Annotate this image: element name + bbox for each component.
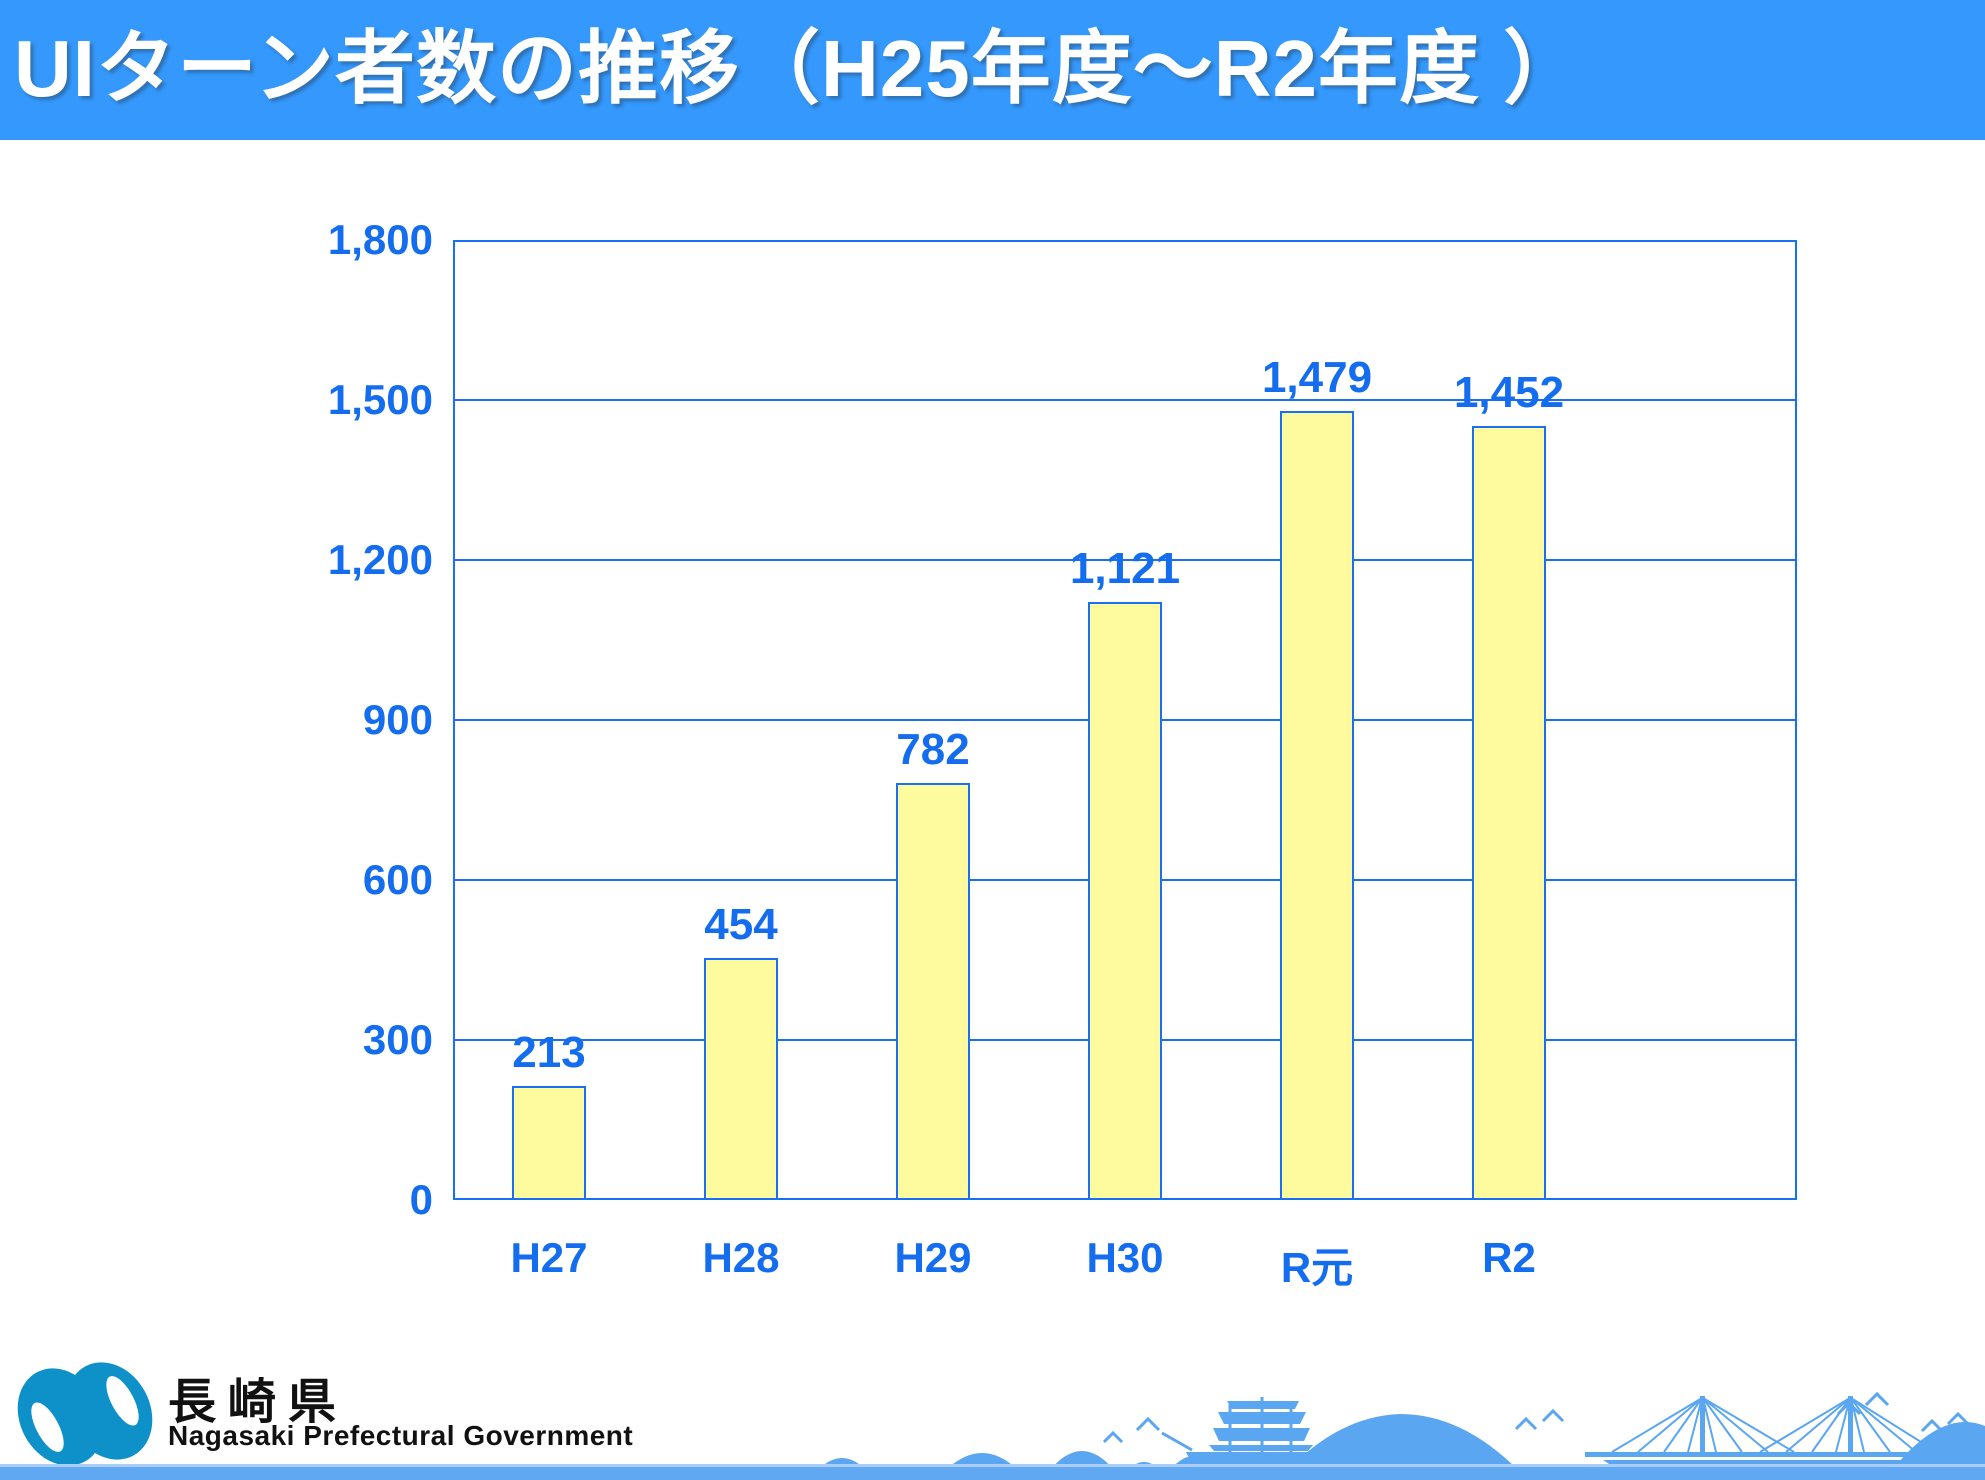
page-title: UIターン者数の推移（H25年度～R2年度 ） [14,24,1585,113]
x-axis-label-H29: H29 [894,1234,972,1281]
logo-text-english: Nagasaki Prefectural Government [168,1420,634,1451]
bar-H29 [896,782,970,1200]
title-bar: UIターン者数の推移（H25年度～R2年度 ） [0,0,1985,140]
coastline-ship-bridge-illustration [818,1391,1985,1472]
y-axis-label-0: 0 [409,1176,433,1223]
x-axis-label-H27: H27 [510,1234,588,1281]
bottom-accent-strip [0,1464,1985,1480]
y-axis-label-1800: 1,800 [327,216,433,263]
x-axis-label-H30: H30 [1086,1234,1164,1281]
nagasaki-swirl-logo-icon [17,1362,153,1466]
y-axis-label-300: 300 [362,1016,433,1063]
bar-H27 [512,1086,586,1200]
bar-R2 [1472,425,1546,1200]
bar-H28 [704,957,778,1200]
y-axis-label-900: 900 [362,696,433,743]
gridline-1200 [455,559,1795,561]
bar-R元 [1280,411,1354,1200]
value-label-H30: 1,121 [1069,544,1181,594]
value-label-H29: 782 [896,724,970,774]
bar-H30 [1088,602,1162,1200]
x-axis-label-H28: H28 [702,1234,780,1281]
y-axis-label-600: 600 [362,856,433,903]
value-label-H28: 454 [704,899,778,949]
value-label-R2: 1,452 [1453,367,1565,417]
x-axis-label-R2: R2 [1482,1234,1536,1281]
value-label-R元: 1,479 [1261,353,1373,403]
gridline-1500 [455,399,1795,401]
y-axis-label-1200: 1,200 [327,536,433,583]
y-axis-label-1500: 1,500 [327,376,433,423]
logo-text-japanese: 長崎県 [168,1376,349,1429]
value-label-H27: 213 [512,1028,586,1078]
x-axis-label-R元: R元 [1280,1244,1354,1291]
